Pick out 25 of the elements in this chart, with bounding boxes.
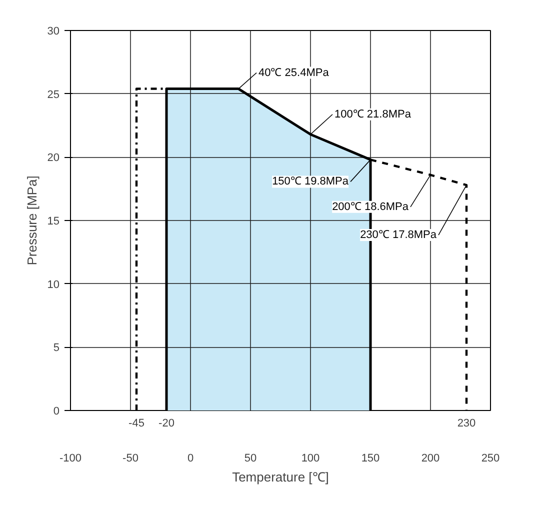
x-tick-label: 0 xyxy=(187,452,194,464)
annotation: 150℃ 19.8MPa xyxy=(272,176,350,188)
y-tick-label: 5 xyxy=(53,342,60,354)
annotation: 230 xyxy=(457,418,476,430)
y-axis-title: Pressure [MPa] xyxy=(24,176,40,266)
x-tick-label: 100 xyxy=(301,452,320,464)
y-tick-label: 25 xyxy=(47,88,60,101)
annotation: 40℃ 25.4MPa xyxy=(258,66,330,79)
annotation: -20 xyxy=(158,418,174,430)
y-tick-label: 20 xyxy=(47,152,60,164)
x-tick-label: -100 xyxy=(59,452,82,464)
x-axis-title: Temperature [℃] xyxy=(232,470,329,484)
y-tick-label: 30 xyxy=(47,26,60,38)
x-tick-label: 250 xyxy=(481,452,500,464)
x-tick-label: 50 xyxy=(244,452,257,464)
x-tick-label: 150 xyxy=(361,452,380,464)
x-tick-label: -50 xyxy=(122,452,138,464)
x-tick-label: 200 xyxy=(421,452,440,464)
y-tick-label: 0 xyxy=(53,406,60,418)
y-tick-label: 15 xyxy=(47,216,60,228)
annotation: -45 xyxy=(128,418,144,430)
y-tick-label: 10 xyxy=(47,278,60,291)
annotation: 100℃ 21.8MPa xyxy=(334,108,412,120)
annotation: 200℃ 18.6MPa xyxy=(332,200,410,213)
annotation: 230℃ 17.8MPa xyxy=(360,229,438,242)
